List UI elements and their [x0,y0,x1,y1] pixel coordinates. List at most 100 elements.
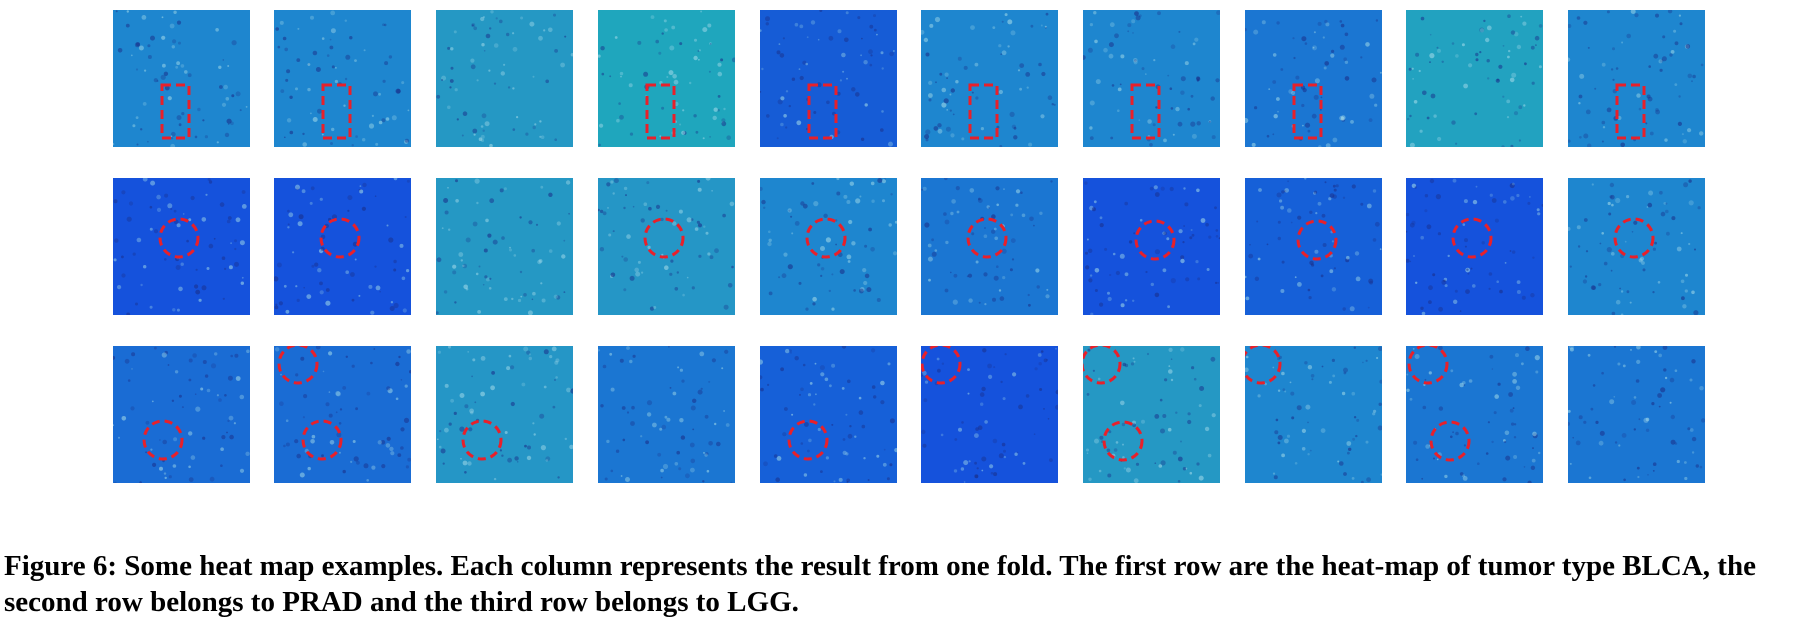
heatmap-background [113,178,250,315]
heatmap-speckle [113,178,247,315]
heatmap-image [1245,10,1382,147]
highlight-rectangle [160,83,191,140]
heatmap-tile-prad-fold-4 [598,178,735,315]
heatmap-background [436,178,573,315]
heatmap-tile-blca-fold-6 [921,10,1058,147]
heatmap-tile-lgg-fold-10 [1568,346,1705,483]
heatmap-tile-prad-fold-6 [921,178,1058,315]
heatmap-image [1406,346,1543,483]
heatmap-tile-blca-fold-4 [598,10,735,147]
figure-caption: Figure 6: Some heat map examples. Each c… [4,548,1809,620]
heatmap-tile-blca-fold-2 [274,10,411,147]
heatmap-background [1406,10,1543,147]
highlight-rectangle [1615,83,1646,140]
heatmap-background [1083,346,1220,483]
heatmap-tile-prad-fold-2 [274,178,411,315]
heatmap-speckle [437,346,573,481]
highlight-rectangle [968,83,999,140]
heatmap-tile-blca-fold-10 [1568,10,1705,147]
heatmap-speckle [113,346,250,483]
heatmap-image [921,10,1058,147]
heatmap-tile-prad-fold-7 [1083,178,1220,315]
heatmap-image [921,346,1058,483]
highlight-rectangle [645,83,676,140]
heatmap-tile-lgg-fold-8 [1245,346,1382,483]
heatmap-tile-lgg-fold-6 [921,346,1058,483]
heatmap-image [113,10,250,147]
heatmap-background [1245,178,1382,315]
heatmap-tile-blca-fold-1 [113,10,250,147]
heatmap-speckle [1245,19,1382,147]
heatmap-image [1406,10,1543,147]
heatmap-image [436,10,573,147]
heatmap-background [921,178,1058,315]
heatmap-speckle [275,346,411,482]
heatmap-image [436,346,573,483]
heatmap-tile-blca-fold-5 [760,10,897,147]
heatmap-tile-lgg-fold-5 [760,346,897,483]
heatmap-background [1406,346,1543,483]
heatmap-speckle [760,178,897,311]
heatmap-background [921,346,1058,483]
heatmap-image [598,346,735,483]
highlight-rectangle [807,83,838,140]
heatmap-background [274,10,411,147]
highlight-rectangle [1292,83,1323,140]
heatmap-speckle [1407,14,1543,147]
heatmap-background [1568,10,1705,147]
heatmap-speckle [1406,346,1541,483]
highlight-circle [1083,346,1122,385]
heatmap-speckle [275,10,410,147]
heatmap-tile-lgg-fold-9 [1406,346,1543,483]
highlight-circle [805,217,847,259]
highlight-circle [966,217,1008,259]
heatmap-speckle [113,10,248,147]
highlight-circle [1407,346,1449,385]
heatmap-speckle [274,178,410,315]
heatmap-background [760,178,897,315]
highlight-circle [1134,219,1176,261]
highlight-circle [1429,420,1471,462]
highlight-circle [921,346,962,385]
heatmap-image [760,346,897,483]
heatmap-image [598,10,735,147]
heatmap-image [1406,178,1543,315]
heatmap-background [1245,346,1382,483]
heatmap-tile-prad-fold-5 [760,178,897,315]
heatmap-background [598,346,735,483]
highlight-circle [301,419,343,461]
heatmap-image [113,178,250,315]
highlight-circle [319,217,361,259]
highlight-circle [1613,217,1655,259]
heatmap-image [1245,346,1382,483]
heatmap-image [1568,178,1705,315]
heatmap-image [1083,346,1220,483]
heatmap-background [598,178,735,315]
heatmap-tile-blca-fold-7 [1083,10,1220,147]
heatmap-background [760,10,897,147]
highlight-circle [158,217,200,259]
heatmap-tile-lgg-fold-4 [598,346,735,483]
heatmap-tile-blca-fold-9 [1406,10,1543,147]
heatmap-image [921,178,1058,315]
heatmap-speckle [1568,346,1705,482]
highlight-circle [277,346,319,385]
heatmap-image [113,346,250,483]
heatmap-image [274,10,411,147]
heatmap-tile-prad-fold-10 [1568,178,1705,315]
heatmap-background [760,346,897,483]
heatmap-tile-prad-fold-1 [113,178,250,315]
highlight-circle [1245,346,1282,385]
heatmap-speckle [598,10,735,147]
heatmap-background [274,178,411,315]
heatmap-tile-blca-fold-8 [1245,10,1382,147]
highlight-circle [1102,420,1144,462]
highlight-circle [787,419,829,461]
heatmap-background [113,10,250,147]
heatmap-tile-lgg-fold-1 [113,346,250,483]
figure-number: Figure 6: [4,550,118,582]
heatmap-background [1568,178,1705,315]
heatmap-tile-blca-fold-3 [436,10,573,147]
heatmap-image [760,178,897,315]
highlight-rectangle [1130,83,1161,140]
